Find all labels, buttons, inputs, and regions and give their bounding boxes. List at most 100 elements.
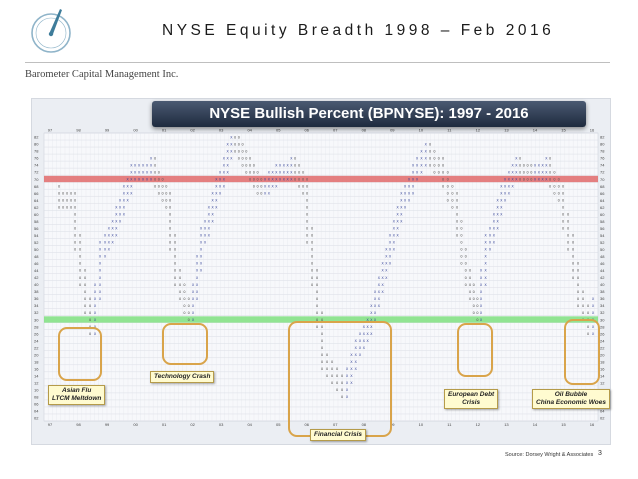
- x-mark: X: [99, 297, 102, 301]
- x-mark: X: [227, 149, 230, 153]
- o-mark: O: [294, 156, 296, 160]
- y-axis-label-left: 80: [34, 142, 39, 147]
- x-mark: X: [150, 156, 153, 160]
- o-mark: O: [249, 170, 251, 174]
- company-name: Barometer Capital Management Inc.: [25, 69, 179, 80]
- o-mark: O: [321, 346, 323, 350]
- x-mark: X: [370, 318, 373, 322]
- o-mark: O: [476, 318, 478, 322]
- x-mark: X: [212, 220, 215, 224]
- o-mark: O: [442, 170, 444, 174]
- x-mark: X: [512, 177, 515, 181]
- o-mark: O: [527, 163, 529, 167]
- x-mark: X: [515, 156, 518, 160]
- x-mark: X: [130, 170, 133, 174]
- o-mark: O: [451, 191, 453, 195]
- x-mark: X: [219, 191, 222, 195]
- x-mark: X: [534, 177, 537, 181]
- o-mark: O: [234, 149, 236, 153]
- x-mark: X: [389, 255, 392, 259]
- o-mark: O: [316, 325, 318, 329]
- x-mark: X: [363, 346, 366, 350]
- x-mark: X: [420, 156, 423, 160]
- o-mark: O: [473, 297, 475, 301]
- x-mark: X: [208, 234, 211, 238]
- o-mark: O: [438, 170, 440, 174]
- o-mark: O: [79, 276, 81, 280]
- o-mark: O: [341, 381, 343, 385]
- o-mark: O: [465, 269, 467, 273]
- slide-title: NYSE Equity Breadth 1998 – Feb 2016: [162, 22, 555, 39]
- o-mark: O: [562, 220, 564, 224]
- y-axis-label-right: 62: [600, 205, 605, 210]
- o-mark: O: [451, 206, 453, 210]
- o-mark: O: [174, 269, 176, 273]
- o-mark: O: [183, 297, 185, 301]
- o-mark: O: [165, 191, 167, 195]
- x-mark: X: [272, 184, 275, 188]
- o-mark: O: [242, 163, 244, 167]
- x-mark: X: [212, 206, 215, 210]
- o-mark: O: [66, 198, 68, 202]
- x-mark: X: [104, 255, 107, 259]
- x-mark: X: [200, 234, 203, 238]
- x-mark: X: [404, 184, 407, 188]
- y-axis-label-right: 04: [600, 409, 605, 414]
- x-mark: X: [287, 163, 290, 167]
- x-mark: X: [355, 339, 358, 343]
- x-mark: X: [367, 332, 370, 336]
- o-mark: O: [294, 163, 296, 167]
- o-mark: O: [438, 163, 440, 167]
- y-axis-label-left: 42: [34, 275, 39, 280]
- x-mark: X: [150, 163, 153, 167]
- y-axis-label-right: 46: [600, 261, 605, 266]
- o-mark: O: [587, 325, 589, 329]
- o-mark: O: [527, 177, 529, 181]
- x-mark: X: [385, 248, 388, 252]
- o-mark: O: [154, 184, 156, 188]
- o-mark: O: [242, 149, 244, 153]
- o-mark: O: [294, 170, 296, 174]
- o-mark: O: [473, 311, 475, 315]
- callout-european-debt: European Debt Crisis: [444, 389, 499, 409]
- o-mark: O: [336, 388, 338, 392]
- o-mark: O: [174, 241, 176, 245]
- o-mark: O: [245, 170, 247, 174]
- x-mark: X: [346, 381, 349, 385]
- x-mark: X: [204, 227, 207, 231]
- x-mark: X: [215, 191, 218, 195]
- o-mark: O: [429, 142, 431, 146]
- year-label-bottom: 03: [219, 422, 224, 427]
- o-mark: O: [311, 227, 313, 231]
- o-mark: O: [530, 170, 532, 174]
- x-mark: X: [425, 156, 428, 160]
- x-mark: X: [104, 234, 107, 238]
- o-mark: O: [447, 198, 449, 202]
- o-mark: O: [582, 304, 584, 308]
- x-mark: X: [592, 297, 595, 301]
- x-mark: X: [542, 177, 545, 181]
- x-mark: X: [275, 177, 278, 181]
- year-label-bottom: 06: [305, 422, 310, 427]
- year-label-bottom: 11: [447, 422, 452, 427]
- o-mark: O: [519, 163, 521, 167]
- x-mark: X: [115, 227, 118, 231]
- x-mark: X: [538, 170, 541, 174]
- x-mark: X: [230, 135, 233, 139]
- o-mark: O: [567, 220, 569, 224]
- year-label-bottom: 07: [333, 422, 338, 427]
- x-mark: X: [99, 248, 102, 252]
- y-axis-label-left: 06: [34, 402, 39, 407]
- x-mark: X: [480, 311, 483, 315]
- o-mark: O: [306, 177, 308, 181]
- o-mark: O: [79, 255, 81, 259]
- x-mark: X: [508, 177, 511, 181]
- o-mark: O: [456, 213, 458, 217]
- y-axis-label-left: 64: [34, 198, 39, 203]
- o-mark: O: [165, 206, 167, 210]
- x-mark: X: [412, 177, 415, 181]
- o-mark: O: [465, 283, 467, 287]
- x-mark: X: [397, 234, 400, 238]
- o-mark: O: [62, 191, 64, 195]
- year-label-bottom: 09: [390, 422, 395, 427]
